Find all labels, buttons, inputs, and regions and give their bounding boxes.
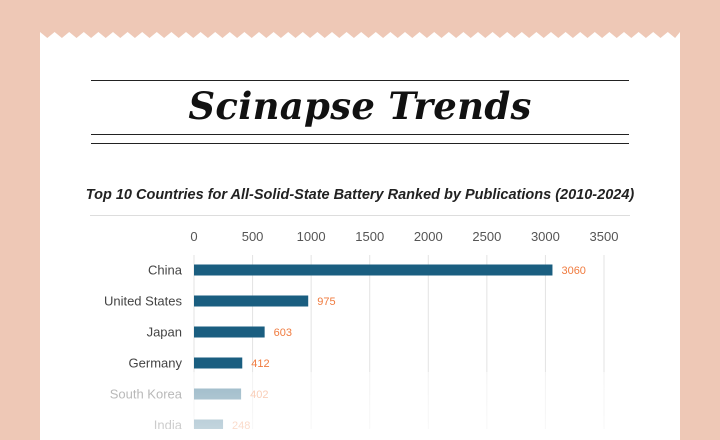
top-rule: [91, 80, 629, 81]
x-tick-label: 0: [190, 229, 197, 244]
bottom-rule-2: [91, 143, 629, 144]
x-tick-label: 1000: [297, 229, 326, 244]
fade-overlay: [40, 372, 680, 432]
x-tick-label: 3500: [590, 229, 619, 244]
zigzag-edge: [40, 32, 680, 41]
bottom-rule-1: [91, 134, 629, 135]
bar: [194, 295, 309, 307]
category-label: China: [148, 263, 183, 278]
title-separator: [90, 215, 630, 216]
data-label: 603: [274, 327, 292, 339]
category-label: Germany: [129, 356, 183, 371]
bar-chart: 0 500 1000 1500 2000 2500 3000 3500 China 3060 Uni…: [104, 229, 619, 429]
bar: [194, 357, 243, 369]
bar: [194, 326, 265, 338]
zigzag-path: [40, 32, 680, 41]
x-tick-label: 3000: [531, 229, 560, 244]
x-tick-label: 2500: [472, 229, 501, 244]
page-title: Scinapse Trends: [188, 84, 532, 128]
x-tick-label: 1500: [355, 229, 384, 244]
category-label: Japan: [147, 325, 182, 340]
bar: [194, 264, 553, 276]
category-label: United States: [104, 294, 183, 309]
x-tick-label: 2000: [414, 229, 443, 244]
data-label: 412: [251, 358, 269, 370]
data-label: 975: [317, 296, 335, 308]
x-tick-label: 500: [242, 229, 264, 244]
chart-title: Top 10 Countries for All-Solid-State Bat…: [85, 187, 635, 203]
data-label: 3060: [561, 265, 585, 277]
